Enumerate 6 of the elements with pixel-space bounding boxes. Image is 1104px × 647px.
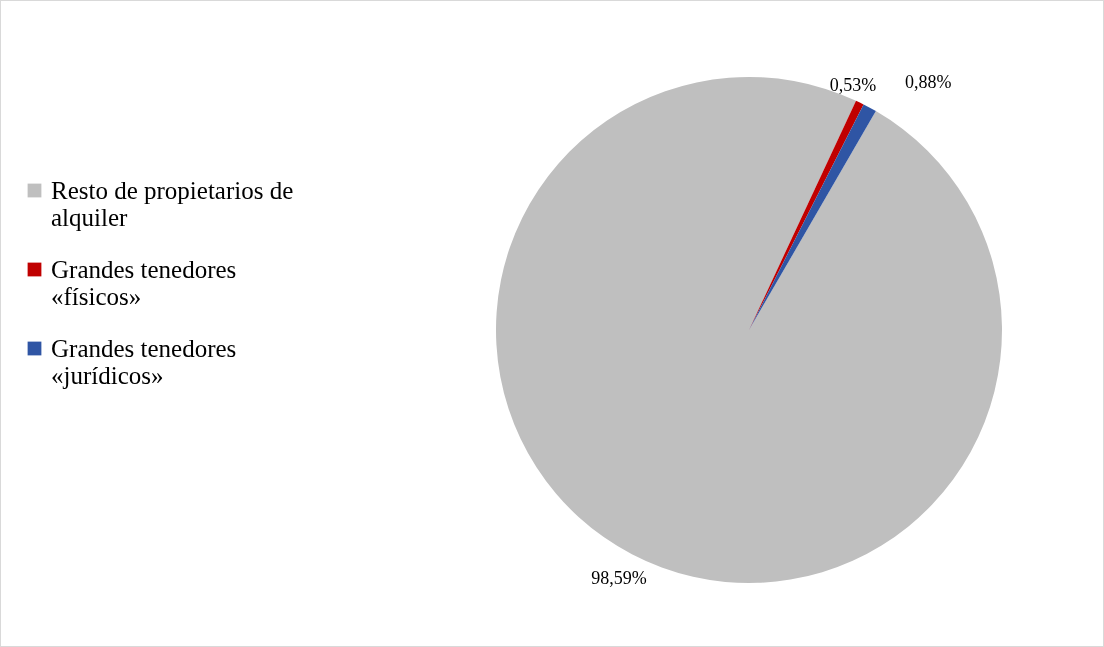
data-label: 0,53% — [829, 75, 877, 96]
legend-label: Resto de propietarios de alquiler — [51, 176, 294, 231]
legend-label: Grandes tenedores «jurídicos» — [51, 334, 237, 389]
legend-label: Grandes tenedores «físicos» — [51, 255, 237, 310]
data-label: 0,88% — [904, 72, 952, 93]
data-label: 98,59% — [591, 568, 647, 589]
